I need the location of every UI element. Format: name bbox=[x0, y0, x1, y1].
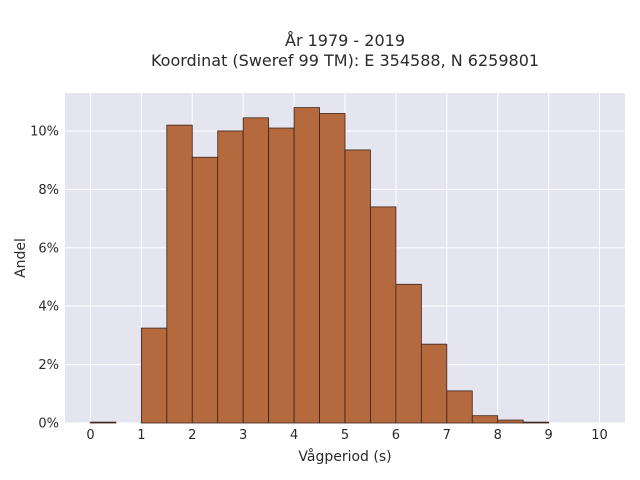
x-tick-label: 3 bbox=[239, 428, 247, 443]
x-axis-label: Vågperiod (s) bbox=[298, 448, 391, 465]
histogram-bar bbox=[166, 124, 193, 424]
bars bbox=[90, 107, 550, 424]
chart-title-line2: Koordinat (Sweref 99 TM): E 354588, N 62… bbox=[151, 51, 539, 70]
x-tick-label: 5 bbox=[341, 428, 349, 443]
y-tick-label: 0% bbox=[38, 417, 59, 432]
x-tick-label: 10 bbox=[591, 428, 608, 443]
y-tick-label: 8% bbox=[38, 183, 59, 198]
x-tick-label: 8 bbox=[494, 428, 502, 443]
y-tick-label: 4% bbox=[38, 300, 59, 315]
histogram-bar bbox=[293, 107, 320, 424]
histogram-bar bbox=[319, 113, 346, 424]
histogram-bar bbox=[446, 390, 473, 424]
histogram-bar bbox=[471, 415, 499, 424]
histogram-bar bbox=[90, 421, 117, 424]
y-axis-label: Andel bbox=[13, 238, 29, 278]
histogram-bar bbox=[420, 343, 448, 424]
chart-title-line1: År 1979 - 2019 bbox=[285, 31, 405, 50]
x-tick-label: 7 bbox=[443, 428, 451, 443]
histogram-bar bbox=[344, 149, 371, 424]
y-tick-label: 6% bbox=[38, 241, 59, 256]
histogram-bar bbox=[140, 327, 168, 424]
x-tick-labels: 0 1 2 3 4 5 6 7 8 9 10 bbox=[86, 428, 608, 443]
histogram-bar bbox=[522, 421, 550, 424]
histogram-bar bbox=[370, 206, 397, 424]
y-tick-label: 2% bbox=[38, 358, 59, 373]
y-tick-label: 10% bbox=[30, 124, 59, 139]
histogram-bar bbox=[191, 156, 219, 424]
x-tick-label: 2 bbox=[188, 428, 196, 443]
x-tick-label: 0 bbox=[86, 428, 94, 443]
histogram-bar bbox=[395, 283, 422, 424]
histogram-bar bbox=[217, 130, 244, 424]
histogram-bar bbox=[242, 117, 270, 424]
histogram-bar bbox=[268, 127, 295, 424]
x-tick-label: 9 bbox=[544, 428, 552, 443]
x-tick-label: 4 bbox=[290, 428, 298, 443]
x-tick-label: 1 bbox=[137, 428, 145, 443]
x-tick-label: 6 bbox=[392, 428, 400, 443]
histogram-bar bbox=[497, 419, 524, 424]
y-tick-labels: 0% 2% 4% 6% 8% 10% bbox=[30, 124, 59, 431]
